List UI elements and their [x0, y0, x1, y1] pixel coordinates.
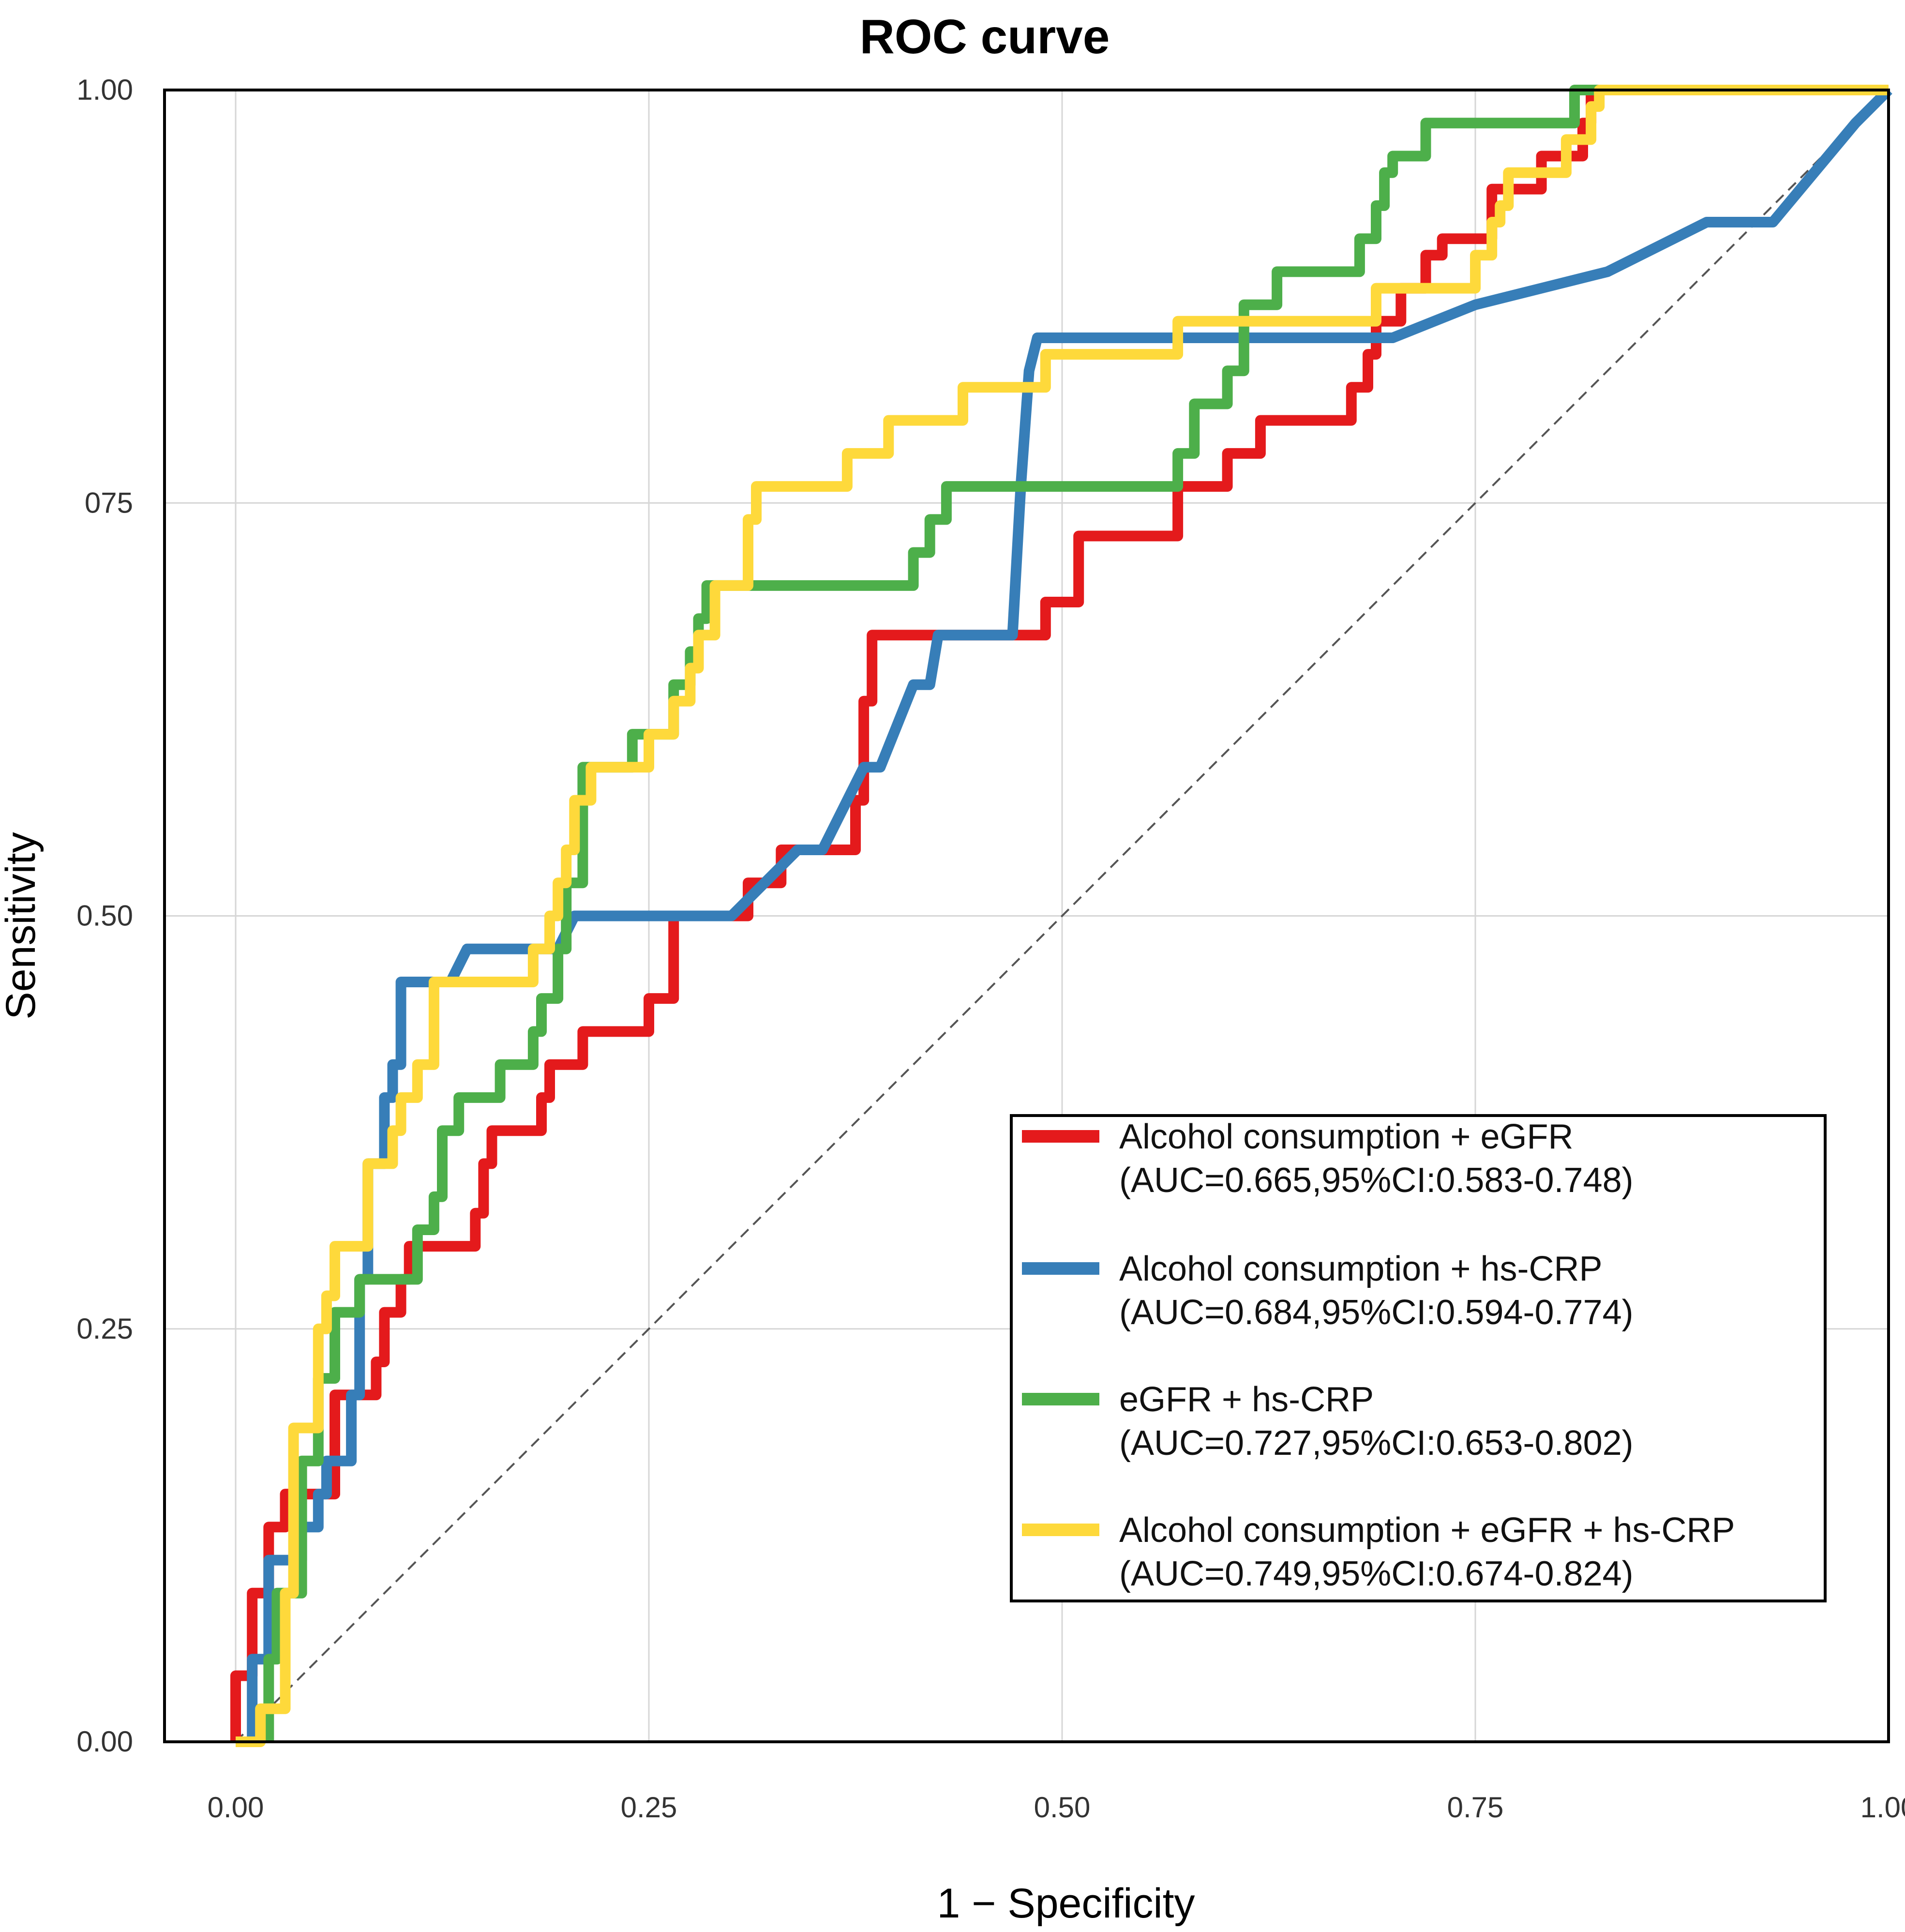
chart-title: ROC curve [860, 10, 1110, 64]
reference-diagonal [235, 89, 1890, 1743]
x-tick-label-0: 0.00 [208, 1791, 264, 1824]
legend-box [1010, 1114, 1827, 1602]
legend-label-3: Alcohol consumption + eGFR + hs-CRP [1119, 1511, 1735, 1550]
y-tick-labels: 0.00 0.25 0.50 075 1.00 [76, 74, 133, 1758]
x-axis-label: 1 − Specificity [937, 1880, 1195, 1927]
y-tick-label-0: 0.00 [76, 1725, 133, 1758]
y-tick-label-4: 1.00 [76, 74, 133, 106]
x-tick-labels: 0.00 0.25 0.50 0.75 1.00 [208, 1791, 1905, 1824]
legend-auc-1: (AUC=0.684,95%CI:0.594-0.774) [1119, 1293, 1634, 1332]
plot-frame [163, 89, 1890, 1743]
y-axis-label: Sensitivity [0, 832, 44, 1019]
y-tick-label-2: 0.50 [76, 900, 133, 932]
reference-line [235, 89, 1890, 1743]
roc-series [230, 85, 1892, 1747]
y-tick-label-1: 0.25 [76, 1313, 133, 1345]
legend-label-1: Alcohol consumption + hs-CRP [1119, 1250, 1602, 1288]
legend-label-2: eGFR + hs-CRP [1119, 1380, 1374, 1419]
x-tick-label-2: 0.50 [1034, 1791, 1091, 1824]
roc-series-line-3 [236, 85, 1889, 1747]
roc-series-line-2 [263, 85, 1889, 1742]
y-tick-label-3: 075 [85, 486, 133, 519]
x-tick-label-1: 0.25 [621, 1791, 677, 1824]
legend-label-0: Alcohol consumption + eGFR [1119, 1117, 1573, 1156]
legend: Alcohol consumption + eGFR (AUC=0.665,95… [1010, 1114, 1827, 1602]
legend-auc-2: (AUC=0.727,95%CI:0.653-0.802) [1119, 1424, 1634, 1463]
x-tick-label-3: 0.75 [1447, 1791, 1504, 1824]
legend-auc-0: (AUC=0.665,95%CI:0.583-0.748) [1119, 1161, 1634, 1200]
x-tick-label-4: 1.00 [1860, 1791, 1905, 1824]
legend-auc-3: (AUC=0.749,95%CI:0.674-0.824) [1119, 1555, 1634, 1593]
